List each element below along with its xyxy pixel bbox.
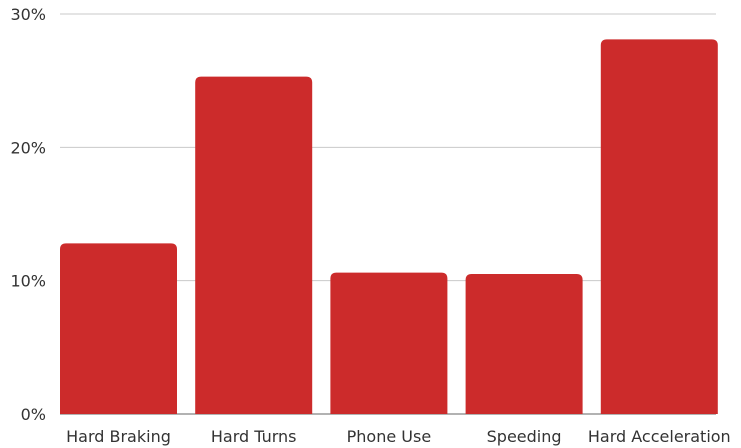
x-tick-label: Hard Turns: [211, 427, 297, 446]
y-tick-label: 30%: [10, 5, 46, 24]
bar: [60, 243, 177, 414]
y-tick-label: 10%: [10, 272, 46, 291]
x-tick-label: Phone Use: [347, 427, 432, 446]
bar: [465, 274, 583, 414]
x-tick-label: Speeding: [487, 427, 562, 446]
x-tick-label: Hard Braking: [66, 427, 171, 446]
bars: [60, 39, 718, 415]
bar: [195, 76, 313, 415]
y-axis-tick-labels: 0% 10% 20% 30%: [10, 5, 46, 424]
y-tick-label: 0%: [21, 405, 46, 424]
x-tick-label: Hard Acceleration: [588, 427, 731, 446]
y-tick-label: 20%: [10, 138, 46, 157]
bar: [330, 272, 448, 414]
bar: [600, 39, 718, 414]
x-axis-tick-labels: Hard Braking Hard Turns Phone Use Speeding H…: [66, 427, 731, 446]
